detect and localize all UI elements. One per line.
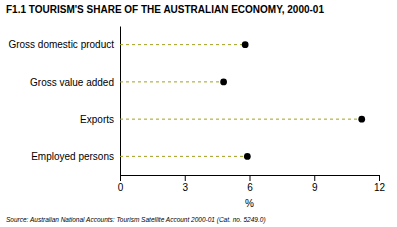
dot — [244, 153, 251, 160]
x-axis-line — [121, 176, 380, 182]
x-tick-mark — [379, 175, 380, 181]
x-tick: 12 — [374, 175, 386, 193]
annotation: Source: Australian National Accounts: To… — [6, 216, 266, 224]
x-tick-mark — [314, 175, 315, 181]
marks — [120, 41, 365, 160]
dot — [220, 78, 227, 85]
stem — [120, 156, 247, 157]
dot — [358, 116, 365, 123]
x-tick-label: 3 — [182, 182, 188, 193]
chart: F1.1 TOURISM'S SHARE OF THE AUSTRALIAN E… — [0, 0, 397, 227]
y-tick: Gross domestic product — [8, 39, 120, 50]
x-axis: 0 3 6 9 12 — [118, 175, 386, 193]
y-tick: Exports — [80, 114, 120, 125]
title: F1.1 TOURISM'S SHARE OF THE AUSTRALIAN E… — [6, 4, 324, 15]
y-tick-label: Employed persons — [31, 151, 114, 162]
y-tick: Employed persons — [31, 151, 120, 162]
x-tick-mark — [185, 175, 186, 181]
y-tick-label: Gross domestic product — [8, 39, 114, 50]
y-axis: Gross domestic product Gross value added E… — [8, 27, 120, 176]
x-tick-mark — [120, 175, 121, 181]
stem — [120, 81, 224, 82]
x-tick: 6 — [247, 175, 253, 193]
y-tick: Gross value added — [30, 77, 120, 88]
x-axis-label: % — [245, 198, 254, 209]
x-tick-label: 12 — [374, 182, 386, 193]
x-tick-label: 9 — [312, 182, 318, 193]
x-tick: 9 — [312, 175, 318, 193]
x-tick: 0 — [118, 175, 124, 193]
x-tick-label: 0 — [118, 182, 124, 193]
x-tick: 3 — [182, 175, 188, 193]
y-axis-line — [120, 27, 121, 176]
stem — [120, 44, 245, 45]
dot — [242, 41, 249, 48]
y-tick-label: Gross value added — [30, 77, 114, 88]
x-tick-mark — [250, 175, 251, 181]
y-tick-label: Exports — [80, 114, 114, 125]
x-tick-label: 6 — [247, 182, 253, 193]
stem — [120, 119, 362, 120]
plot: 0 3 6 9 12 Gross domestic product Gross value … — [8, 27, 385, 194]
